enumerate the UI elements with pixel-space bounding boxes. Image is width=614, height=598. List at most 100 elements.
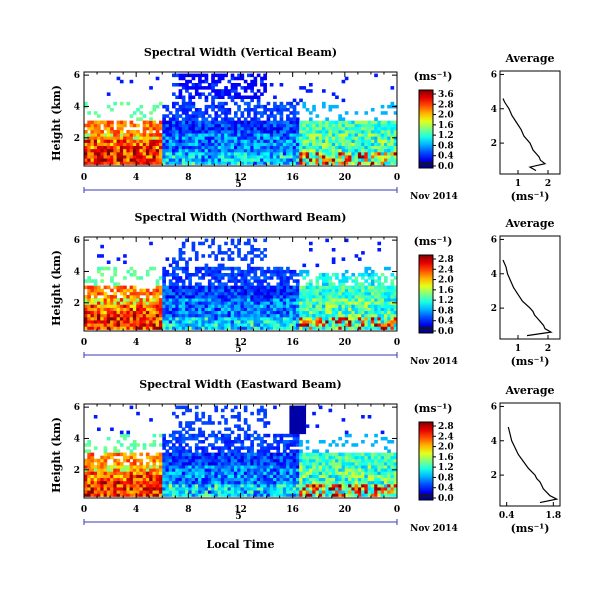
heatmap-cell [322, 104, 326, 109]
heatmap-cell [302, 142, 307, 147]
heatmap-cell [289, 458, 294, 463]
heatmap-cell [387, 307, 391, 312]
heatmap-cell [175, 483, 179, 488]
heatmap-cell [185, 288, 189, 293]
heatmap-cell [220, 462, 225, 466]
heatmap-cell [191, 142, 196, 147]
heatmap-cell [175, 139, 179, 143]
heatmap-cell [152, 313, 157, 318]
heatmap-cell [185, 408, 189, 413]
heatmap-cell [234, 301, 238, 305]
heatmap-cell [322, 307, 326, 312]
heatmap-cell [344, 142, 349, 147]
heatmap-cell [390, 148, 395, 153]
heatmap-cell [325, 449, 329, 453]
heatmap-cell [328, 120, 333, 125]
heatmap-cell [220, 148, 225, 153]
heatmap-cell [178, 291, 183, 296]
heatmap-cell [172, 446, 176, 450]
heatmap-cell [214, 304, 219, 308]
heatmap-cell [273, 490, 277, 494]
heatmap-cell [273, 95, 277, 100]
heatmap-cell [315, 130, 320, 134]
heatmap-cell [175, 126, 179, 131]
heatmap-cell [322, 276, 326, 280]
heatmap-cell [168, 477, 173, 482]
heatmap-cell [211, 468, 215, 472]
heatmap-cell [260, 298, 264, 302]
heatmap-cell [90, 142, 95, 147]
heatmap-cell [126, 288, 131, 293]
heatmap-cell [312, 477, 316, 482]
heatmap-cell [185, 474, 189, 479]
heatmap-cell [162, 114, 166, 118]
heatmap-cell [90, 320, 95, 324]
heatmap-cell [152, 158, 157, 162]
heatmap-cell [188, 123, 192, 128]
heatmap-cell [178, 455, 183, 460]
heatmap-cell [282, 490, 287, 494]
heatmap-cell [263, 326, 267, 330]
heatmap-cell [325, 474, 329, 479]
heatmap-cell [103, 471, 108, 475]
heatmap-cell [201, 298, 206, 302]
heatmap-cell [191, 471, 196, 475]
heatmap-cell [159, 471, 163, 475]
heatmap-cell [286, 480, 290, 485]
heatmap-cell [126, 298, 131, 302]
heatmap-cell [295, 326, 300, 330]
heatmap-cell [266, 139, 271, 143]
heatmap-cell [106, 104, 111, 109]
heatmap-cell [198, 142, 202, 147]
heatmap-cell [269, 487, 274, 491]
heatmap-cell [325, 145, 329, 150]
heatmap-cell [214, 158, 219, 162]
heatmap-cell [139, 288, 144, 293]
heatmap-cell [119, 142, 124, 147]
heatmap-cell [172, 288, 176, 293]
heatmap-cell [393, 326, 398, 330]
heatmap-cell [132, 285, 137, 290]
heatmap-cell [194, 493, 199, 497]
heatmap-cell [299, 480, 303, 485]
heatmap-cell [256, 130, 261, 134]
heatmap-cell [188, 291, 192, 296]
heatmap-cell [302, 133, 307, 137]
heatmap-cell [260, 288, 264, 293]
heatmap-cell [331, 298, 336, 302]
heatmap-cell [168, 133, 173, 137]
heatmap-cell [149, 418, 153, 422]
heatmap-cell [305, 424, 310, 428]
heatmap-cell [181, 158, 186, 162]
heatmap-cell [129, 477, 134, 482]
heatmap-cell [305, 142, 310, 147]
colorbar-tick-label: 0.8 [438, 141, 454, 151]
heatmap-cell [214, 254, 219, 258]
heatmap-cell [204, 477, 209, 482]
heatmap-cell [247, 73, 251, 78]
heatmap-cell [149, 111, 153, 115]
heatmap-cell [230, 86, 235, 90]
heatmap-cell [116, 313, 121, 318]
heatmap-cell [84, 471, 88, 475]
heatmap-cell [159, 161, 163, 165]
heatmap-cell [181, 285, 186, 290]
heatmap-cell [207, 273, 212, 277]
heatmap-cell [132, 148, 137, 153]
heatmap-cell [292, 458, 297, 463]
heatmap-cell [214, 148, 219, 153]
heatmap-cell [168, 452, 173, 457]
heatmap-cell [331, 285, 336, 290]
heatmap-cell [266, 288, 271, 293]
heatmap-cell [191, 323, 196, 327]
heatmap-cell [315, 136, 320, 140]
heatmap-cell [361, 285, 365, 290]
heatmap-cell [322, 101, 326, 106]
heatmap-cell [230, 238, 235, 243]
heatmap-cell [142, 480, 147, 485]
heatmap-cell [289, 477, 294, 482]
heatmap-cell [181, 405, 186, 410]
heatmap-cell [155, 474, 160, 479]
heatmap-cell [172, 458, 176, 463]
heatmap-cell [126, 307, 131, 312]
